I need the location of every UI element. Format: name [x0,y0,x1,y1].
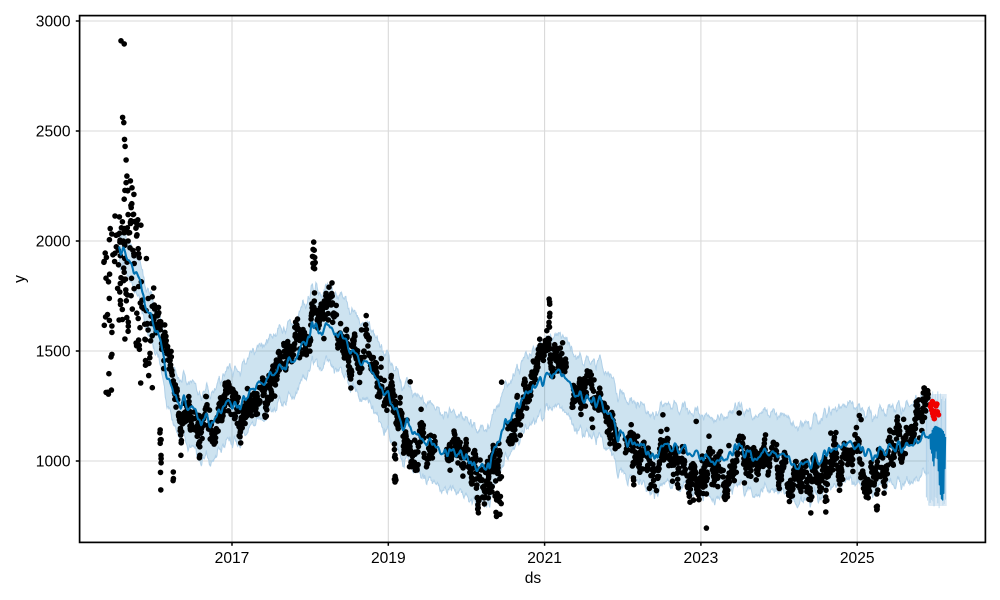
svg-text:2000: 2000 [36,234,71,251]
svg-text:ds: ds [525,570,542,587]
svg-text:y: y [12,275,29,283]
svg-text:3000: 3000 [36,14,71,31]
svg-text:2019: 2019 [371,550,406,567]
svg-text:2500: 2500 [36,124,71,141]
svg-text:1500: 1500 [36,344,71,361]
svg-text:2025: 2025 [840,550,875,567]
svg-text:1000: 1000 [36,454,71,471]
svg-text:2023: 2023 [684,550,719,567]
svg-text:2017: 2017 [215,550,250,567]
svg-text:2021: 2021 [527,550,562,567]
